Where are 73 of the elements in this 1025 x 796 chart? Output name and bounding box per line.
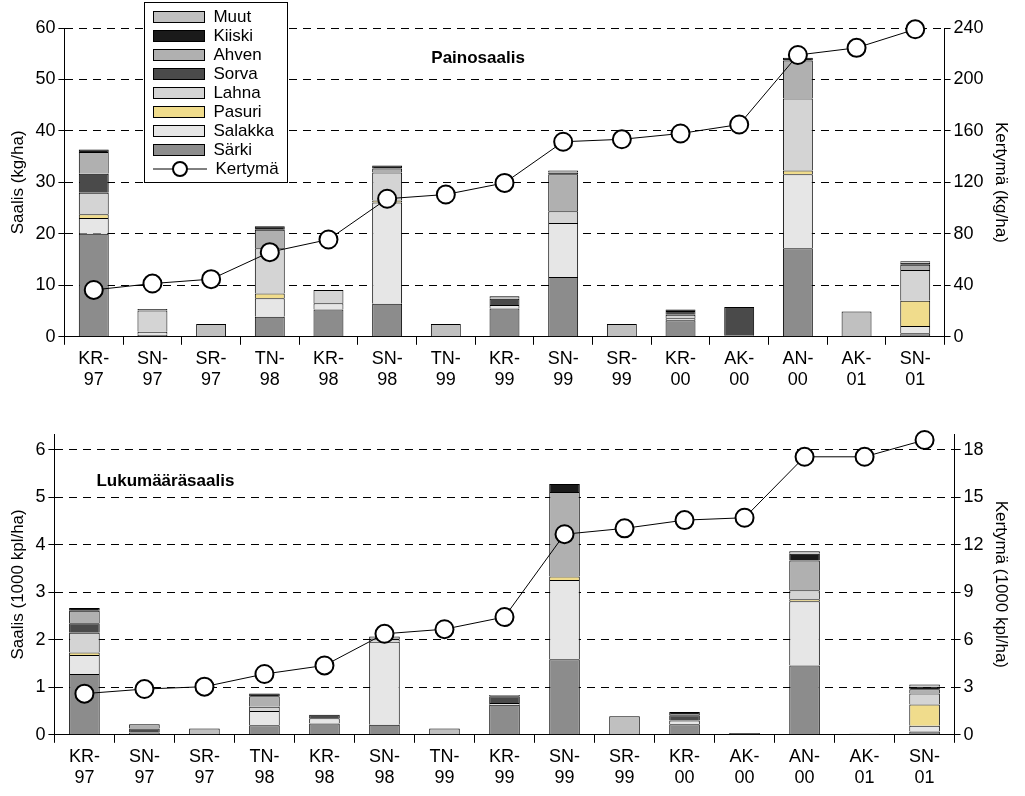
y2-tick-label: 40	[953, 274, 974, 295]
x-tick-label: SR- 99	[609, 745, 641, 788]
y2-tick-label: 240	[953, 16, 984, 37]
x-tick-label: AN- 00	[789, 745, 821, 788]
x-tick-label: KR- 98	[312, 347, 344, 390]
y-axis-title: Saalis (kg/ha)	[7, 130, 27, 235]
x-tick-label: SN- 98	[368, 745, 400, 788]
y-tick-label: 6	[35, 438, 46, 459]
x-tick-label: KR- 99	[488, 745, 520, 788]
y2-tick-label: 160	[953, 119, 984, 140]
y-tick-label: 0	[45, 325, 56, 346]
x-tick-label: KR- 97	[68, 745, 100, 788]
y-tick-label: 30	[35, 171, 56, 192]
y-tick-label: 5	[35, 486, 46, 507]
y2-tick-label: 80	[953, 222, 974, 243]
y2-tick-label: 200	[953, 68, 984, 89]
legend-label: Salakka	[213, 121, 274, 140]
text: Painosaalis	[431, 47, 525, 67]
y-axis-title: Saalis (1000 kpl/ha)	[7, 509, 27, 660]
legend-label: Ahven	[213, 45, 262, 64]
x-tick-label: KR- 97	[78, 347, 110, 390]
x-tick-label: AK- 01	[841, 347, 872, 390]
y2-tick-label: 15	[963, 486, 984, 507]
legend-label: Särki	[213, 140, 253, 159]
x-tick-label: TN- 99	[429, 745, 460, 788]
y-tick-label: 0	[35, 723, 46, 744]
y-tick-label: 10	[35, 274, 56, 295]
y2-tick-label: 18	[963, 438, 984, 459]
y2-axis-title: Kertymä (1000 kpl/ha)	[992, 500, 1012, 669]
y2-tick-label: 3	[963, 676, 974, 697]
legend-label: Pasuri	[213, 102, 262, 121]
x-tick-label: TN- 98	[254, 347, 285, 390]
x-tick-label: AN- 00	[782, 347, 814, 390]
legend-label: Lahna	[213, 83, 261, 102]
x-tick-label: AK- 00	[729, 745, 760, 788]
y2-tick-label: 9	[963, 581, 974, 602]
y2-axis-title: Kertymä (kg/ha)	[992, 121, 1012, 243]
x-tick-label: SN- 99	[547, 347, 579, 390]
y2-tick-label: 0	[953, 325, 964, 346]
y-tick-label: 1	[35, 676, 46, 697]
legend-label: Sorva	[213, 64, 258, 83]
y2-tick-label: 0	[963, 723, 974, 744]
x-tick-label: KR- 99	[488, 347, 520, 390]
x-tick-label: AK- 01	[849, 745, 880, 788]
y-tick-label: 20	[35, 222, 56, 243]
y2-tick-label: 6	[963, 628, 974, 649]
x-tick-label: SN- 01	[909, 745, 941, 788]
x-tick-label: SN- 97	[128, 745, 160, 788]
x-tick-label: SN- 98	[371, 347, 403, 390]
x-tick-label: KR- 00	[665, 347, 697, 390]
y2-tick-label: 120	[953, 171, 984, 192]
y-tick-label: 40	[35, 119, 56, 140]
y2-tick-label: 12	[963, 533, 984, 554]
x-tick-label: TN- 98	[249, 745, 280, 788]
x-tick-label: SR- 97	[195, 347, 227, 390]
x-tick-label: KR- 00	[669, 745, 701, 788]
y-tick-label: 50	[35, 68, 56, 89]
x-tick-label: TN- 99	[430, 347, 461, 390]
y-tick-label: 60	[35, 16, 56, 37]
legend-label: Muut	[213, 7, 252, 26]
x-tick-label: AK- 00	[724, 347, 755, 390]
x-tick-label: SN- 99	[549, 745, 581, 788]
x-tick-label: SR- 97	[188, 745, 220, 788]
legend-label: Kiiski	[213, 26, 254, 45]
legend-label: Kertymä	[215, 159, 279, 178]
x-tick-label: KR- 98	[308, 745, 340, 788]
x-tick-label: SN- 01	[899, 347, 931, 390]
y-tick-label: 4	[35, 533, 46, 554]
x-tick-label: SR- 99	[606, 347, 638, 390]
text: Lukumääräsaalis	[96, 470, 235, 490]
x-tick-label: SN- 97	[136, 347, 168, 390]
y-tick-label: 3	[35, 581, 46, 602]
y-tick-label: 2	[35, 628, 46, 649]
